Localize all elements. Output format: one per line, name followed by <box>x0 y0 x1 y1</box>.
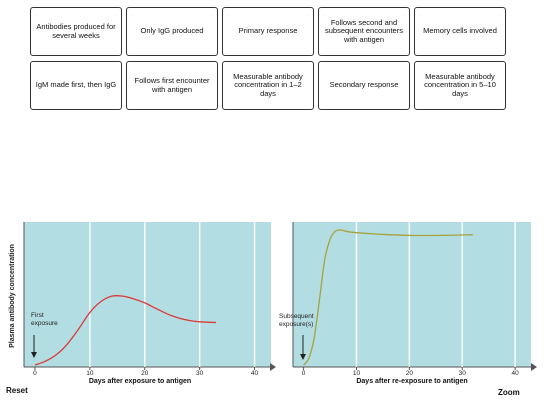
x-tick-label: 10 <box>353 370 361 377</box>
series-line-primary <box>34 294 217 366</box>
ticks-secondary: 0 10 20 30 40 <box>302 367 519 377</box>
gridlines-primary <box>89 222 256 367</box>
annotation-subsequent-exposure: Subsequent exposure(s) <box>279 313 314 328</box>
series-line-secondary <box>303 229 473 366</box>
drag-card-5[interactable]: Memory cells involved <box>414 7 506 56</box>
gridlines-secondary <box>355 222 516 367</box>
x-tick-label: 20 <box>406 370 414 377</box>
x-tick-label: 30 <box>459 370 467 377</box>
x-tick-label: 0 <box>33 370 37 377</box>
drag-card-9[interactable]: Secondary response <box>318 61 410 110</box>
x-axis-label-secondary: Days after re-exposure to antigen <box>356 378 467 385</box>
x-tick-label: 40 <box>251 370 259 377</box>
drag-card-10[interactable]: Measurable antibody concentration in 5–1… <box>414 61 506 110</box>
annotation-first-exposure-line2: exposure <box>31 320 58 327</box>
y-axis-label: Plasma antibody concentration <box>9 244 16 348</box>
annotation-first-exposure: First exposure <box>31 312 58 327</box>
drag-card-6[interactable]: IgM made first, then IgG <box>30 61 122 110</box>
x-axis-arrow-secondary <box>531 363 537 371</box>
x-tick-label: 40 <box>512 370 520 377</box>
drag-card-8[interactable]: Measurable antibody concentration in 1–2… <box>222 61 314 110</box>
drag-card-2[interactable]: Only IgG produced <box>126 7 218 56</box>
x-axis-arrow-primary <box>270 363 276 371</box>
x-tick-label: 10 <box>86 370 94 377</box>
x-tick-label: 30 <box>196 370 204 377</box>
reset-button[interactable]: Reset <box>6 386 28 395</box>
drag-card-7[interactable]: Follows first encounter with antigen <box>126 61 218 110</box>
exposure-arrowhead-primary <box>31 352 37 358</box>
exposure-arrowhead-secondary <box>300 354 306 360</box>
plot-area-primary <box>24 222 271 367</box>
drag-card-1[interactable]: Antibodies produced for several weeks <box>30 7 122 56</box>
drag-card-4[interactable]: Follows second and subsequent encounters… <box>318 7 410 56</box>
plot-area-secondary <box>293 222 531 367</box>
primary-response-panel: 0 10 20 30 40 First exposure Days after expo… <box>9 222 276 385</box>
zoom-button[interactable]: Zoom <box>498 388 520 397</box>
x-tick-label: 20 <box>141 370 149 377</box>
x-tick-label: 0 <box>302 370 306 377</box>
ticks-primary: 0 10 20 30 40 <box>33 367 259 377</box>
drag-card-3[interactable]: Primary response <box>222 7 314 56</box>
secondary-response-panel: 0 10 20 30 40 Subsequent exposure(s) Days aft… <box>279 222 537 385</box>
x-axis-label-primary: Days after exposure to antigen <box>89 378 191 385</box>
